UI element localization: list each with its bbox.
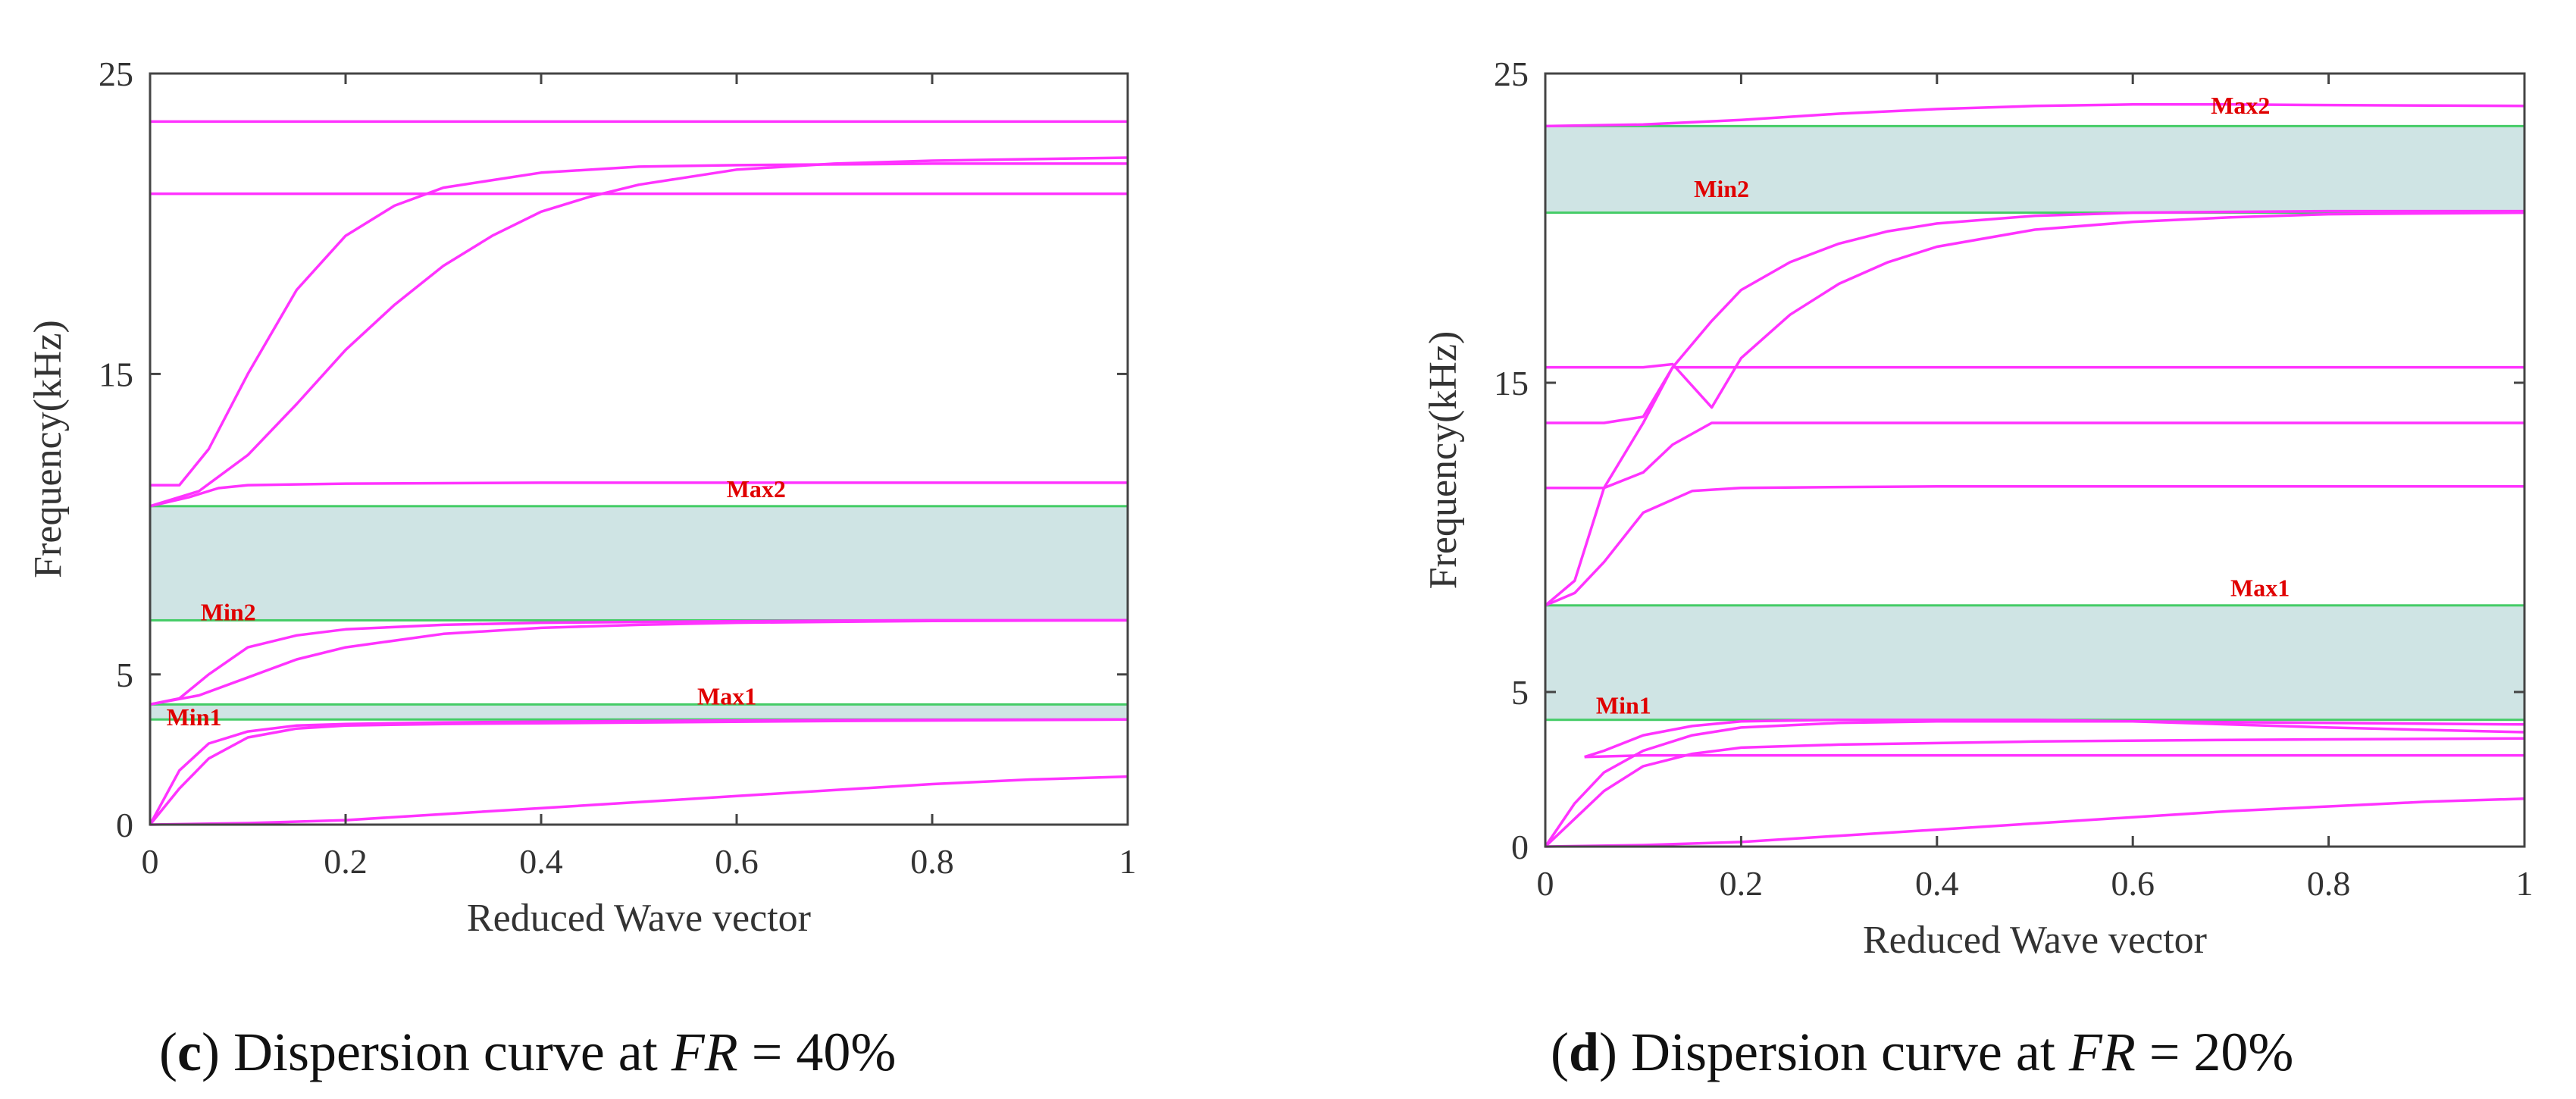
y-tick-label: 15: [1494, 364, 1529, 402]
curve-band-5: [149, 618, 1128, 706]
panel-d-curves: [1544, 103, 2525, 848]
panel-c-caption: (c) Dispersion curve at FR = 40%: [159, 1022, 896, 1082]
plot-frame: [1544, 72, 2526, 848]
caption-value: = 20%: [2149, 1022, 2294, 1082]
caption-variable: FR: [2068, 1022, 2136, 1082]
caption-close-paren: ): [202, 1022, 220, 1082]
curve-band-1: [1545, 797, 2525, 848]
curve-band-9: [1545, 209, 2524, 424]
curve-band-3: [1544, 737, 2525, 848]
x-tick-label: 0: [142, 842, 159, 881]
curve-band-7: [1544, 421, 2524, 607]
caption-letter: d: [1569, 1022, 1599, 1082]
annotation-max1: Max1: [2230, 575, 2290, 602]
curve-band-4: [149, 618, 1128, 706]
bandgap-2: [1544, 124, 2526, 214]
annotation-max1: Max1: [697, 682, 756, 709]
curve-band-5: [1584, 753, 2524, 759]
y-tick-label: 0: [116, 806, 133, 844]
caption-variable: FR: [671, 1022, 738, 1082]
y-tick-label: 25: [99, 55, 133, 93]
annotation-min2: Min2: [1694, 175, 1749, 202]
caption-open-paren: (: [159, 1022, 177, 1082]
caption-value: = 40%: [752, 1022, 897, 1082]
annotation-min2: Min2: [201, 598, 256, 625]
panel-c-y-axis-label: Frequency(kHz): [27, 320, 70, 578]
x-tick-label: 1: [1119, 842, 1137, 881]
curve-band-7: [150, 162, 1128, 487]
annotation-min1: Min1: [1596, 692, 1651, 719]
x-tick-label: 1: [2516, 864, 2534, 903]
caption-text: Dispersion curve at: [233, 1022, 658, 1082]
panel-d-caption: (d) Dispersion curve at FR = 20%: [1551, 1022, 2293, 1082]
curve-band-6: [1545, 484, 2524, 607]
curve-band-1: [149, 775, 1128, 826]
annotation-min1: Min1: [167, 703, 222, 731]
caption-close-paren: ): [1599, 1022, 1617, 1082]
x-tick-label: 0: [1537, 864, 1554, 903]
curve-band-10: [1545, 211, 2525, 409]
plot-frame: [149, 72, 1129, 826]
y-tick-label: 25: [1494, 55, 1529, 93]
curve-band-8: [149, 156, 1128, 508]
annotation-max2: Max2: [2211, 92, 2270, 119]
caption-open-paren: (: [1551, 1022, 1569, 1082]
bandgap-1: [149, 703, 1129, 721]
panel-d-axes: 0 0.2 0.4 0.6 0.8 1 0 5 15 25: [1494, 55, 2534, 903]
panel-c-bandgaps: [149, 505, 1129, 721]
bandgap-2: [149, 505, 1129, 622]
x-tick-label: 0.4: [519, 842, 563, 881]
curve-band-4: [1584, 718, 2525, 759]
y-tick-label: 5: [116, 656, 133, 694]
panel-d-y-axis-label: Frequency(kHz): [1422, 331, 1465, 590]
curve-band-11: [1545, 103, 2525, 128]
panel-d-x-axis-label: Reduced Wave vector: [1863, 919, 2207, 962]
y-tick-label: 0: [1511, 828, 1529, 866]
panel-c-curves: [149, 120, 1128, 826]
y-tick-label: 15: [99, 355, 133, 393]
x-tick-label: 0.4: [1915, 864, 1959, 903]
curve-band-6: [149, 481, 1128, 508]
panel-c-annotations: Max2 Min2 Max1 Min1: [167, 475, 786, 731]
panel-d-annotations: Max2 Min2 Max1 Min1: [1596, 92, 2290, 719]
caption-text: Dispersion curve at: [1631, 1022, 2055, 1082]
curve-band-3: [149, 718, 1128, 826]
panel-d-chart: 0 0.2 0.4 0.6 0.8 1 0 5 15 25 Max2 Min2 Max1 Min1 Re…: [1422, 55, 2534, 1082]
bandgap-1: [1544, 604, 2526, 722]
x-tick-label: 0.2: [1720, 864, 1764, 903]
x-tick-label: 0.2: [324, 842, 368, 881]
curve-band-8: [1545, 365, 2524, 490]
y-tick-label: 5: [1511, 673, 1529, 712]
x-tick-label: 0.6: [715, 842, 759, 881]
panel-c-x-axis-label: Reduced Wave vector: [467, 897, 811, 940]
x-tick-label: 0.8: [2307, 864, 2351, 903]
panel-c-chart: 0 0.2 0.4 0.6 0.8 1 0 5 15 25 Max2 Min2 Max1 Min1 Re…: [27, 55, 1137, 1082]
x-tick-label: 0.8: [910, 842, 954, 881]
annotation-max2: Max2: [727, 475, 786, 503]
caption-letter: c: [177, 1022, 202, 1082]
curve-band-2: [149, 718, 1128, 825]
x-tick-label: 0.6: [2111, 864, 2155, 903]
panel-c-axes: 0 0.2 0.4 0.6 0.8 1 0 5 15 25: [99, 55, 1137, 881]
curve-band-2: [1544, 720, 2525, 847]
